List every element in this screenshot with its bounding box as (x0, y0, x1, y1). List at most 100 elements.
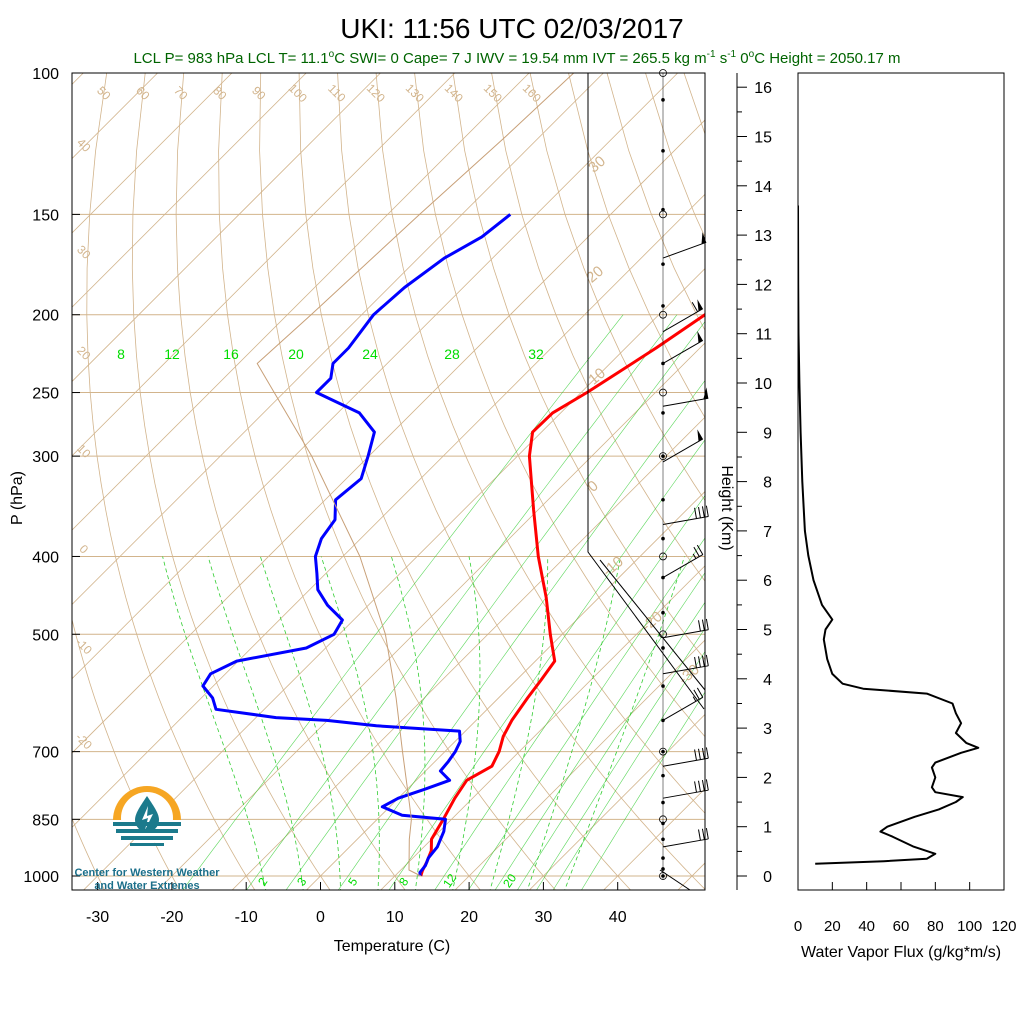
height-tick-label: 8 (763, 475, 772, 492)
dry-adiabat (298, 73, 632, 890)
isotherm-top-label: 100 (286, 81, 310, 105)
wind-barb-full (691, 301, 699, 312)
flux-tick-label: 40 (858, 918, 875, 935)
dry-adiabat (414, 73, 705, 738)
isotherm-line (231, 416, 705, 890)
flux-tick-label: 100 (957, 918, 982, 935)
height-tick-label: 12 (754, 277, 772, 294)
temperature-tick-label: -30 (86, 909, 109, 926)
wind-level-circle (659, 210, 667, 219)
flux-profile-line (798, 205, 980, 865)
dry-adiabat (375, 73, 705, 814)
skewt-panel: 50 60 70 80 90 100 110 120 130 140 150 160403020100… (0, 66, 1024, 926)
isotherm-left-label: 40 (74, 135, 94, 155)
dry-adiabat (86, 73, 256, 890)
wind-barb-staff (662, 629, 709, 639)
cape-value: Cape= 7 J (403, 50, 472, 67)
isotherm-line (0, 73, 9, 893)
temperature-tick-label: -10 (235, 909, 258, 926)
dry-adiabat (876, 73, 1024, 893)
mixing-ratio-label: 16 (223, 346, 239, 362)
wind-barb-full (701, 506, 705, 518)
wind-barb-staff (662, 340, 704, 364)
isotherm-left-label: 10 (74, 441, 94, 461)
dry-adiabat (491, 73, 705, 582)
isotherm-line (749, 73, 1024, 893)
wind-barb-staff (662, 308, 704, 333)
dry-adiabat (175, 73, 406, 890)
wind-barb-staff (662, 397, 709, 407)
moist-adiabat (489, 556, 549, 890)
wind-barb-full (694, 749, 697, 761)
wind-barb-pennant (697, 330, 703, 343)
wind-barb (662, 429, 704, 463)
wind-barb (662, 828, 709, 848)
mixing-ratio-label: 24 (362, 346, 378, 362)
isotherm-top-label: 120 (364, 81, 388, 105)
wind-level-dot (661, 684, 665, 688)
mixing-ratio-line (581, 691, 705, 890)
dry-adiabat (529, 73, 705, 502)
isotherm-line (72, 119, 705, 754)
height-tick-label: 13 (754, 228, 772, 245)
isotherm-left-label: 30 (74, 242, 94, 262)
dry-adiabat (606, 73, 705, 332)
logo-wave-1 (113, 822, 181, 826)
wind-barb-full (694, 781, 697, 793)
dry-adiabat (337, 73, 705, 890)
flux-tick-label: 60 (893, 918, 910, 935)
isotherm-line (72, 73, 307, 308)
wind-level-dot (661, 874, 665, 878)
pressure-tick-label: 200 (32, 308, 59, 325)
logo-wave-2 (116, 829, 178, 833)
wind-barb-full (693, 689, 700, 700)
isotherm-right-label: 30 (585, 153, 609, 177)
wind-barb-full (705, 618, 709, 630)
isotherm-line (305, 490, 705, 890)
wind-barb (662, 618, 709, 639)
dry-adiabat (218, 73, 481, 890)
wind-barb-full (698, 829, 701, 841)
lcl-temperature-unit: C (334, 50, 345, 67)
moist-adiabat (207, 556, 304, 890)
wind-level-dot (661, 262, 665, 266)
mixing-ratio-line (246, 314, 678, 890)
height-tick-label: 11 (755, 327, 772, 344)
wind-level-dot (661, 411, 665, 415)
wind-barb (662, 779, 709, 799)
mixing-ratio-line (285, 321, 705, 890)
isotherm-top-label: 80 (210, 83, 230, 103)
wind-barb-half (692, 553, 697, 559)
dewpoint-profile-line (201, 213, 512, 877)
moist-adiabat (260, 556, 341, 890)
pressure-tick-label: 850 (32, 812, 59, 829)
pressure-tick-label: 1000 (23, 869, 59, 886)
dry-adiabat (568, 73, 705, 419)
wind-level-dot (661, 304, 665, 308)
height-tick-label: 7 (763, 524, 772, 541)
mixing-ratio-line (494, 572, 705, 890)
flux-frame (797, 72, 1005, 891)
height-tick-label: 5 (763, 623, 772, 640)
moist-adiabat (526, 556, 621, 890)
isotherm-line (72, 73, 233, 234)
height-tick-label: 2 (763, 770, 772, 787)
wind-level-dot (661, 837, 665, 842)
wind-barb-full (701, 619, 705, 631)
skewt-x-axis-title: Temperature (C) (334, 938, 450, 955)
wind-level-dot (661, 98, 665, 102)
wind-barb-full (698, 656, 701, 668)
mixing-ratio-line (517, 601, 705, 890)
height-tick-label: 15 (754, 130, 772, 147)
ivt-exponent-2: -1 (727, 49, 736, 60)
logo-wave-4 (130, 843, 164, 846)
mixing-ratio-label: 28 (444, 346, 460, 362)
wind-level-dot (661, 749, 665, 754)
freezing-level-suffix: C Height = 2050.17 m (754, 50, 900, 67)
temperature-tick-label: 0 (316, 909, 325, 926)
skewt-y-axis-title: P (hPa) (9, 471, 26, 525)
chart-subtitle: LCL P= 983 hPa LCL T= 11.1oC SWI= 0 Cape… (133, 49, 900, 67)
isotherm-top-label: 50 (94, 83, 114, 103)
lcl-temperature: LCL T= 11.1 (248, 50, 329, 67)
wind-level-dot (661, 454, 665, 458)
